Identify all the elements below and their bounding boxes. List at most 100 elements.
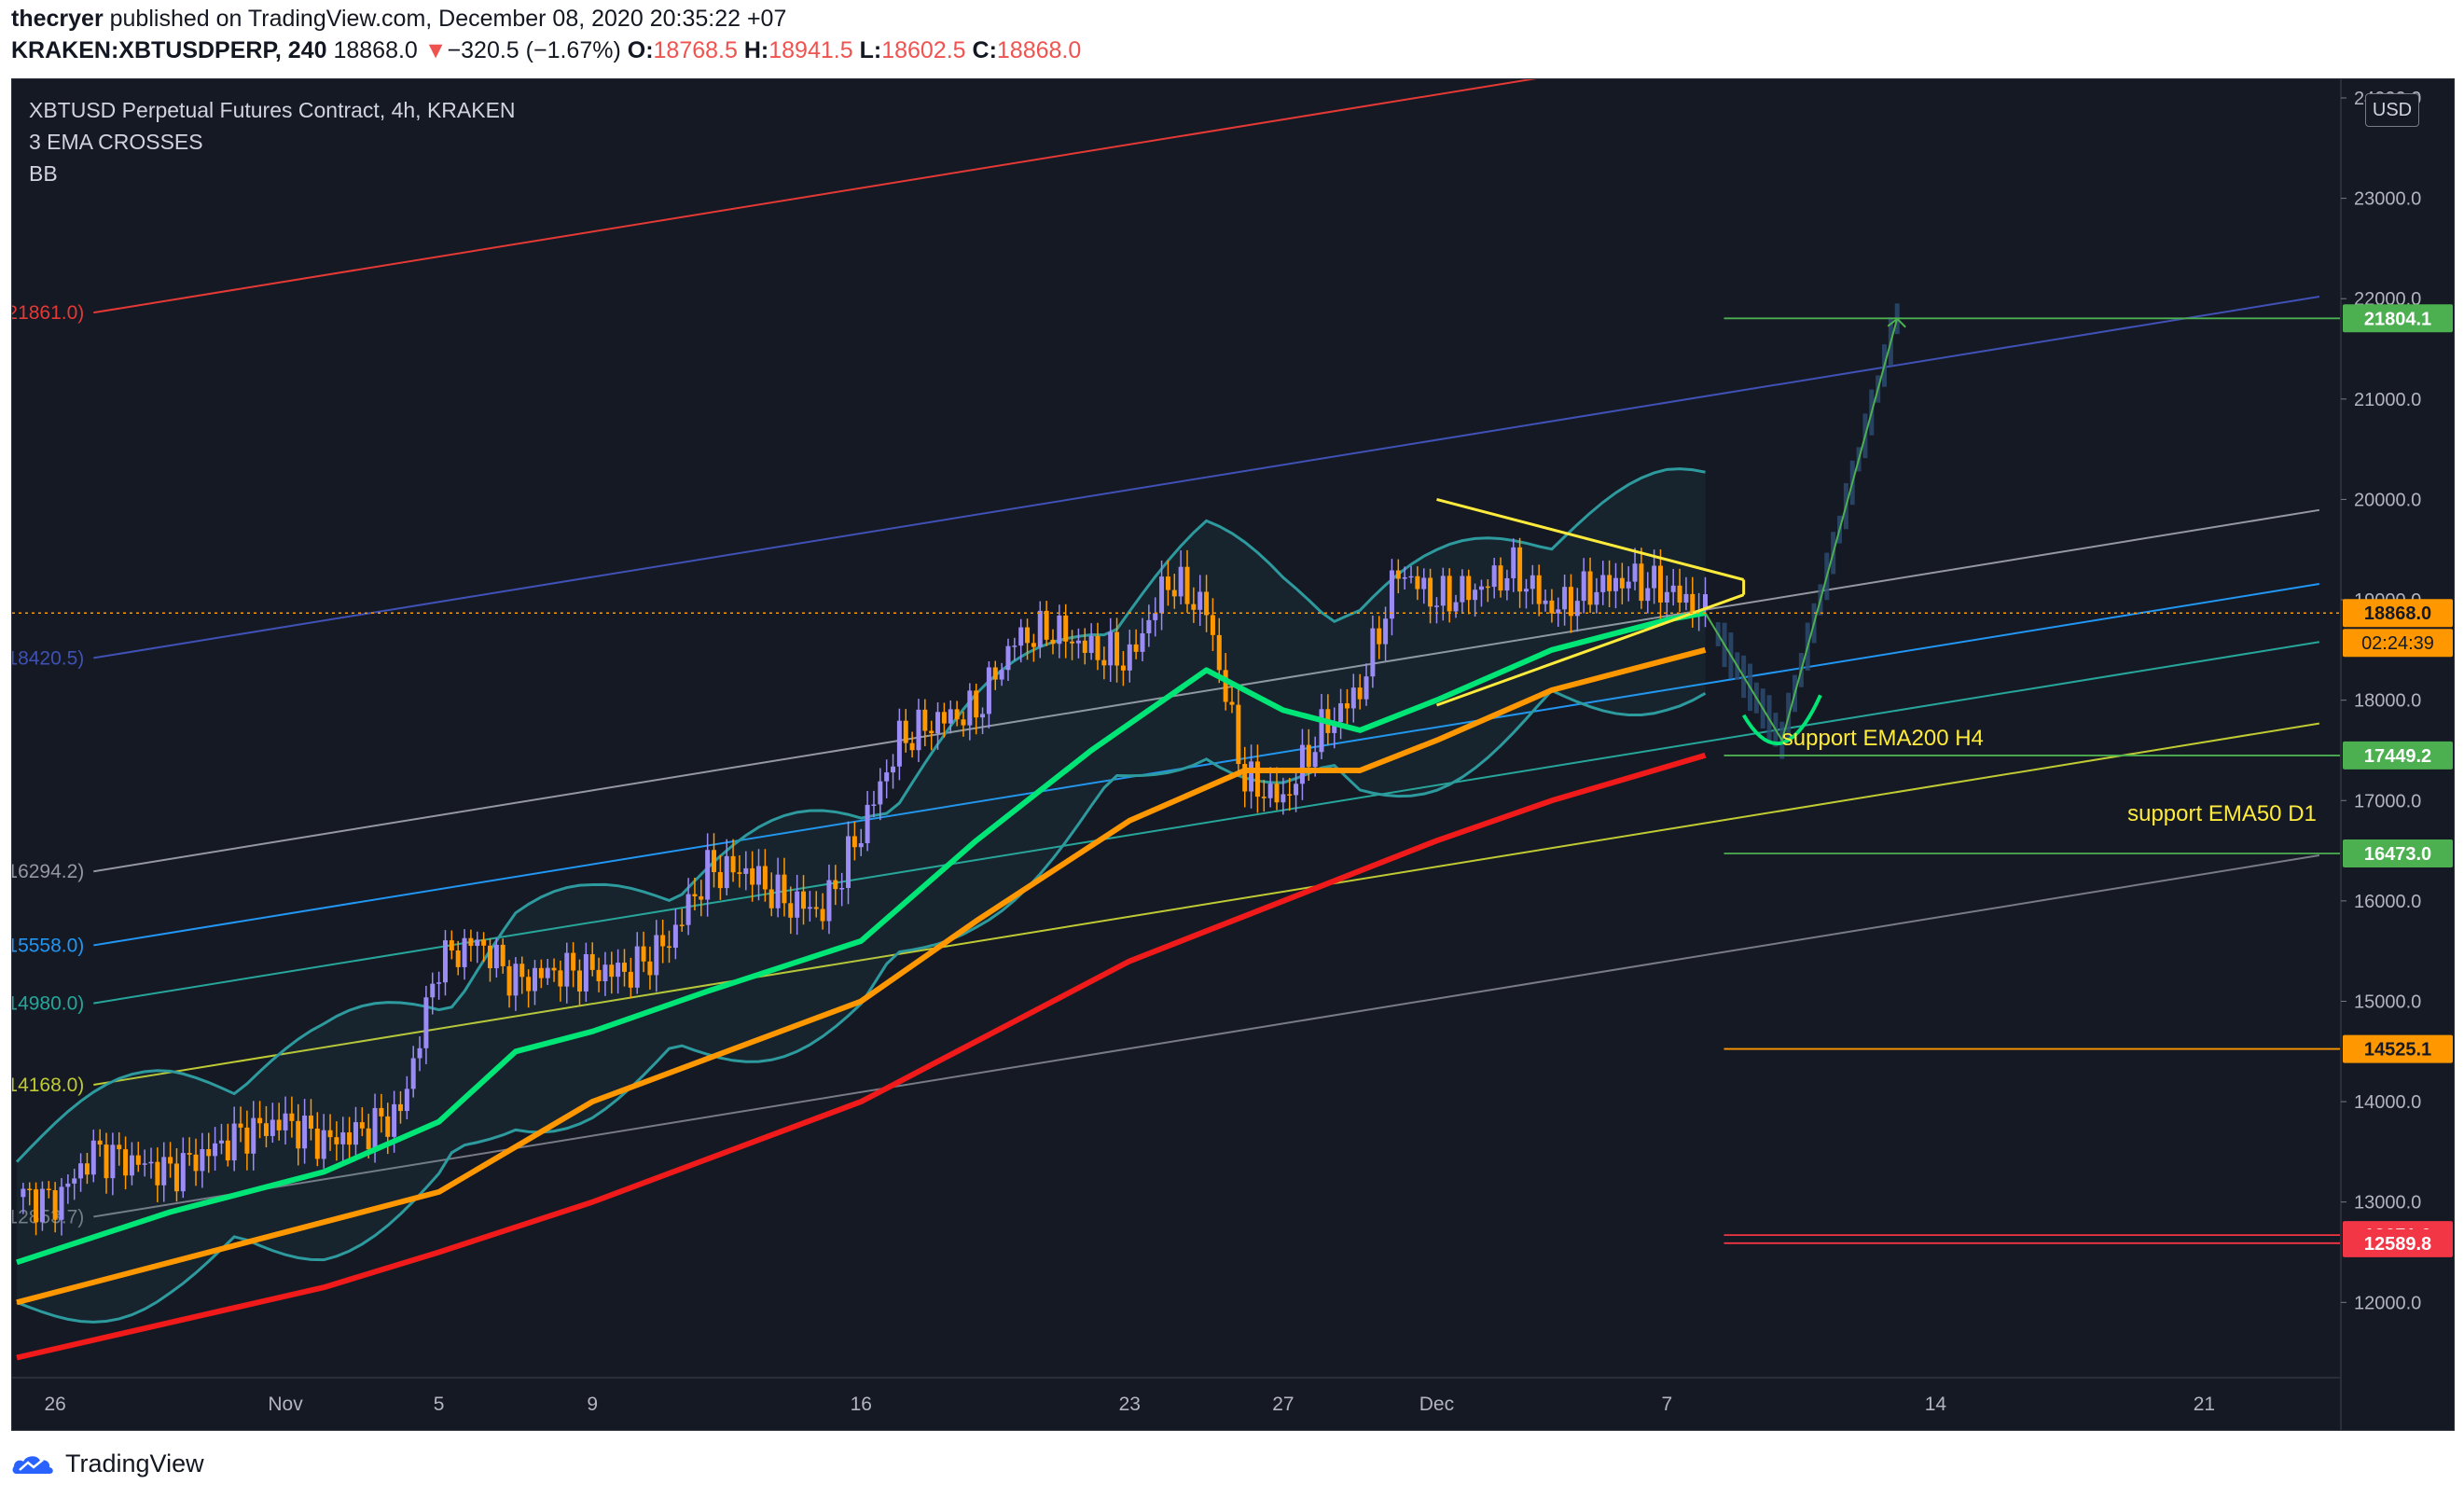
candle-down [46,1188,51,1191]
candle-up [1594,591,1599,605]
ohlc-bar: KRAKEN:XBTUSDPERP, 240 18868.0 ▼−320.5 (… [11,37,1081,71]
price-tick-label: 16000.0 [2354,892,2421,912]
candle-up [1600,575,1606,592]
candle-up [1581,571,1586,602]
indicator-ema-legend[interactable]: 3 EMA CROSSES [29,130,203,154]
candle-up [1523,589,1529,592]
candle-up [1280,794,1286,803]
candle-up [564,952,570,987]
candle-down [750,867,755,885]
candle-down [385,1116,391,1137]
candle-up [1556,609,1561,614]
candle-down [1165,576,1170,590]
price-level-badge-label: 14525.1 [2364,1040,2431,1061]
chart-canvas[interactable]: 0(12853.7) 0.382(14168.0) 0.618(14980.0) 0.… [12,79,2454,1430]
candle-up [1332,722,1337,733]
candle-down [206,1149,212,1157]
price-tick-label: 18000.0 [2354,691,2421,712]
candle-up [1364,676,1369,700]
fib-channel-line [93,722,2320,1086]
candle-down [1101,659,1107,666]
chart-panel[interactable]: 0(12853.7) 0.382(14168.0) 0.618(14980.0) 0.… [11,78,2455,1431]
candle-down [263,1123,269,1136]
candle-down [1677,585,1682,603]
author-name[interactable]: thecryer [11,6,104,32]
candle-down [1306,744,1311,768]
candle-up [436,982,442,984]
candle-down [1184,566,1190,604]
candle-down [468,937,474,947]
candle-up [743,867,749,874]
candle-down [500,944,505,966]
candle-down [1031,643,1036,647]
fib-level-label: 1(16294.2) [12,861,84,882]
candle-down [551,967,557,971]
candle-up [532,967,537,992]
candle-up [251,1117,256,1154]
candle-up [321,1130,326,1159]
candle-down [238,1123,243,1128]
candle-down [257,1117,263,1124]
candle-down [347,1132,353,1145]
candle-down [1274,784,1280,803]
candle-up [1037,610,1043,647]
candle-up [1153,613,1158,620]
currency-button[interactable]: USD [2365,93,2419,127]
candle-up [392,1103,397,1137]
last-price: 18868.0 [333,37,418,63]
fib-channel-line [93,296,2320,659]
symbol-label: KRAKEN:XBTUSDPERP, 240 [11,37,327,63]
candle-down [558,970,563,987]
bollinger-band-fill [17,468,1706,1323]
candle-up [884,772,890,782]
candle-down [782,874,787,904]
candle-down [833,880,838,890]
candle-up [871,804,877,806]
down-arrow-icon: ▼ [423,37,448,63]
candle-up [795,891,800,918]
candle-down [1466,576,1472,601]
candle-down [1357,687,1363,700]
brand-name[interactable]: TradingView [65,1449,204,1477]
candle-up [775,874,781,909]
fib-level-label: 1.618(18420.5) [12,647,84,669]
fib-level-label: 0.618(14980.0) [12,993,84,1015]
candle-down [187,1153,192,1155]
close-label: C: [972,37,997,63]
tradingview-logo-icon [12,1456,53,1474]
candle-down [296,1120,301,1149]
candle-up [986,667,991,714]
candle-up [1562,587,1568,610]
candle-up [839,888,845,890]
candle-down [1025,627,1031,644]
price-tick-label: 14000.0 [2354,1092,2421,1113]
price-tick-label: 21000.0 [2354,390,2421,410]
support-curve [1741,694,1822,745]
indicator-bb-legend[interactable]: BB [29,161,58,186]
candle-up [1491,565,1497,588]
ema-fast-line [16,610,1707,1266]
candle-down [1242,764,1248,792]
fib-level-label: 0(12853.7) [12,1206,84,1228]
fib-level-label: 0.382(14168.0) [12,1075,84,1096]
candle-up [858,842,864,848]
support-annotation: support EMA200 H4 [1782,726,1984,751]
candle-up [1664,591,1669,603]
candle-up [65,1183,71,1187]
candle-down [481,939,487,946]
candle-up [1389,570,1394,619]
price-level-badge-label: 17449.2 [2364,746,2431,767]
high-label: H: [743,37,769,63]
candle-down [1619,577,1625,589]
candle-down [1191,603,1197,610]
candle-up [1012,645,1017,647]
candle-down [97,1140,103,1145]
candle-up [270,1119,275,1136]
price-level-badge [2343,1034,2453,1063]
candle-down [1223,670,1228,702]
low-label: L: [859,37,882,63]
candle-down [679,924,685,926]
candle-up [1267,784,1273,798]
candle-up [1140,632,1145,652]
candle-down [596,969,602,982]
